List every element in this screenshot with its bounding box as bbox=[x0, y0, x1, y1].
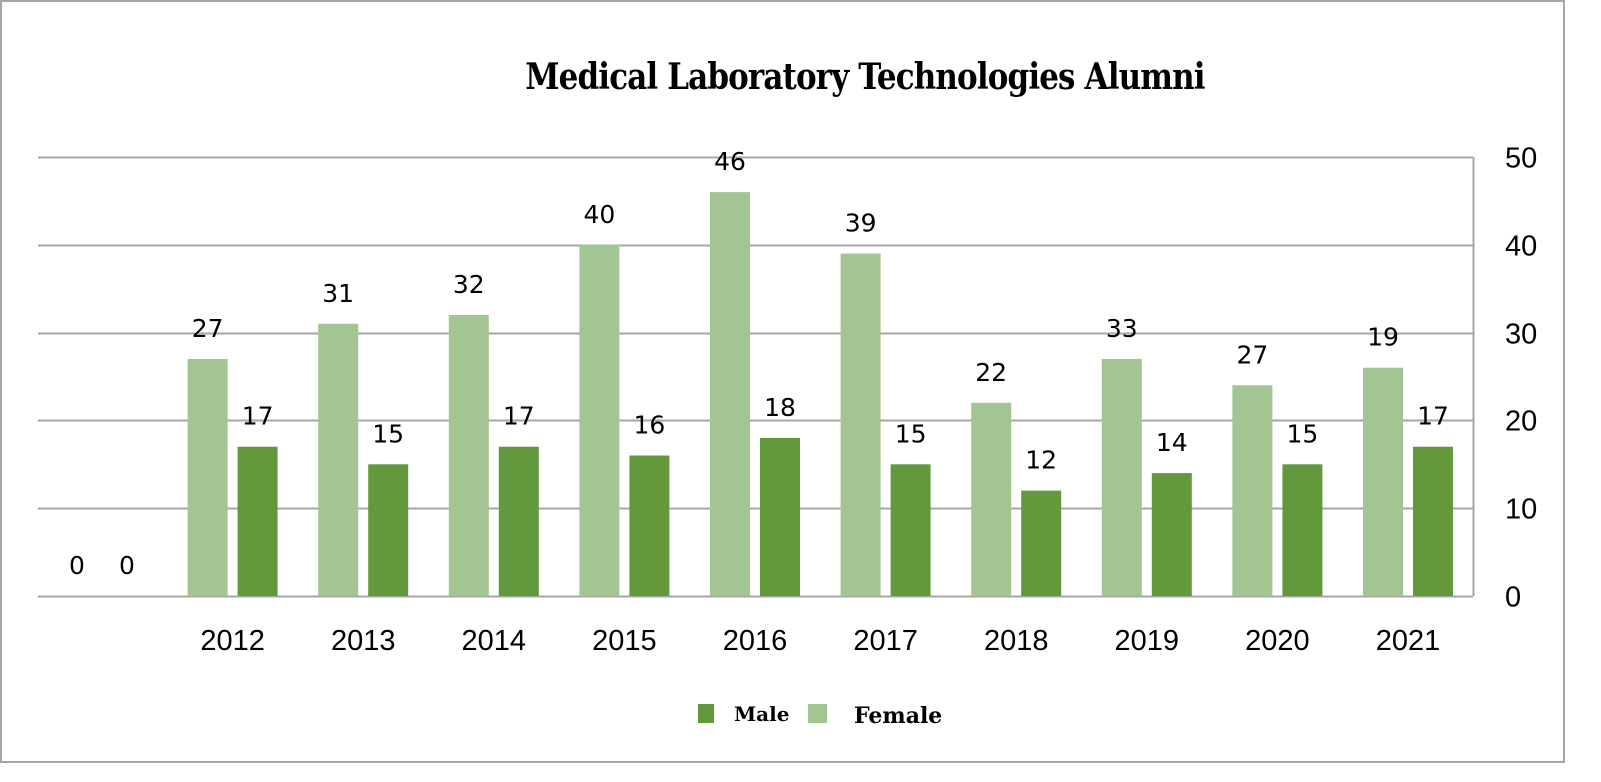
bar-female-2019 bbox=[1101, 358, 1142, 596]
x-tick-label: 2020 bbox=[1245, 625, 1310, 657]
y-tick-label: 40 bbox=[1505, 231, 1537, 263]
chart-frame bbox=[0, 0, 1565, 763]
bar-female-2012 bbox=[187, 358, 228, 596]
bar-male-2016 bbox=[760, 437, 800, 596]
bar-female-2021 bbox=[1363, 367, 1403, 596]
bar-male-2012 bbox=[237, 446, 278, 596]
y-axis-tick-labels: 0 10 20 30 40 50 bbox=[1505, 143, 1537, 614]
legend-label-female: Female bbox=[854, 703, 943, 729]
bar-male-2020 bbox=[1282, 464, 1323, 596]
bar-male-2014 bbox=[498, 446, 539, 596]
y-tick-label: 30 bbox=[1505, 319, 1537, 351]
bar-female-2015 bbox=[579, 244, 620, 597]
x-tick-label: 2012 bbox=[200, 625, 265, 657]
x-tick-label: 2018 bbox=[984, 625, 1049, 657]
data-label-male: 17 bbox=[503, 402, 535, 431]
bar-male-2013 bbox=[368, 464, 409, 596]
y-tick-label: 10 bbox=[1505, 494, 1537, 526]
data-label-male: 15 bbox=[895, 419, 927, 448]
data-label-male: 16 bbox=[633, 411, 665, 440]
y-tick-label: 0 bbox=[1505, 582, 1521, 614]
bar-male-2021 bbox=[1413, 446, 1453, 596]
x-tick-label: 2021 bbox=[1376, 625, 1441, 657]
data-label-female: 22 bbox=[975, 358, 1007, 387]
data-label-male: 15 bbox=[1286, 419, 1318, 448]
data-label-male: 15 bbox=[372, 419, 404, 448]
data-label-female: 27 bbox=[192, 314, 224, 343]
data-label-female: 0 bbox=[69, 551, 85, 580]
x-tick-label: 2016 bbox=[723, 625, 788, 657]
data-label-female: 32 bbox=[453, 270, 485, 299]
x-tick-label: 2015 bbox=[592, 625, 657, 657]
data-label-male: 17 bbox=[1417, 402, 1449, 431]
y-tick-label: 20 bbox=[1505, 406, 1537, 438]
data-label-female: 19 bbox=[1367, 323, 1399, 352]
chart-title: Medical Laboratory Technologies Alumni bbox=[525, 56, 1205, 98]
data-label-female: 33 bbox=[1106, 314, 1138, 343]
data-label-female: 46 bbox=[714, 147, 746, 176]
data-label-female: 40 bbox=[583, 200, 615, 229]
legend-swatch-male bbox=[698, 704, 714, 723]
data-label-female: 31 bbox=[322, 279, 354, 308]
bar-female-2017 bbox=[840, 253, 881, 596]
bars bbox=[187, 192, 1453, 597]
y-tick-label: 50 bbox=[1505, 143, 1537, 175]
legend-label-male: Male bbox=[734, 702, 790, 726]
bar-female-2020 bbox=[1232, 385, 1273, 596]
data-label-male: 14 bbox=[1156, 428, 1188, 457]
data-label-female: 39 bbox=[845, 209, 877, 238]
bar-male-2015 bbox=[629, 455, 670, 596]
x-tick-label: 2019 bbox=[1115, 625, 1180, 657]
data-label-male: 12 bbox=[1025, 446, 1057, 475]
x-tick-label: 2014 bbox=[462, 625, 527, 657]
bar-female-2018 bbox=[971, 402, 1012, 596]
bar-male-2019 bbox=[1151, 473, 1192, 596]
bar-female-2016 bbox=[710, 192, 750, 596]
bar-female-2013 bbox=[318, 323, 359, 596]
bar-male-2017 bbox=[890, 464, 931, 596]
bar-female-2014 bbox=[448, 315, 489, 596]
legend-swatch-female bbox=[808, 704, 827, 723]
x-axis-tick-labels: 2012 2013 2014 2015 2016 2017 2018 2019 2020 2021 bbox=[200, 625, 1440, 657]
x-tick-label: 2017 bbox=[853, 625, 918, 657]
data-labels: 0 0 27 17 31 15 32 17 40 16 46 18 39 15 22 12 33 14 27 15 19… bbox=[69, 147, 1449, 580]
x-tick-label: 2013 bbox=[331, 625, 396, 657]
data-label-male: 17 bbox=[242, 402, 274, 431]
data-label-male: 0 bbox=[119, 551, 135, 580]
data-label-male: 18 bbox=[764, 393, 796, 422]
bar-male-2018 bbox=[1021, 490, 1062, 596]
data-label-female: 27 bbox=[1236, 340, 1268, 369]
